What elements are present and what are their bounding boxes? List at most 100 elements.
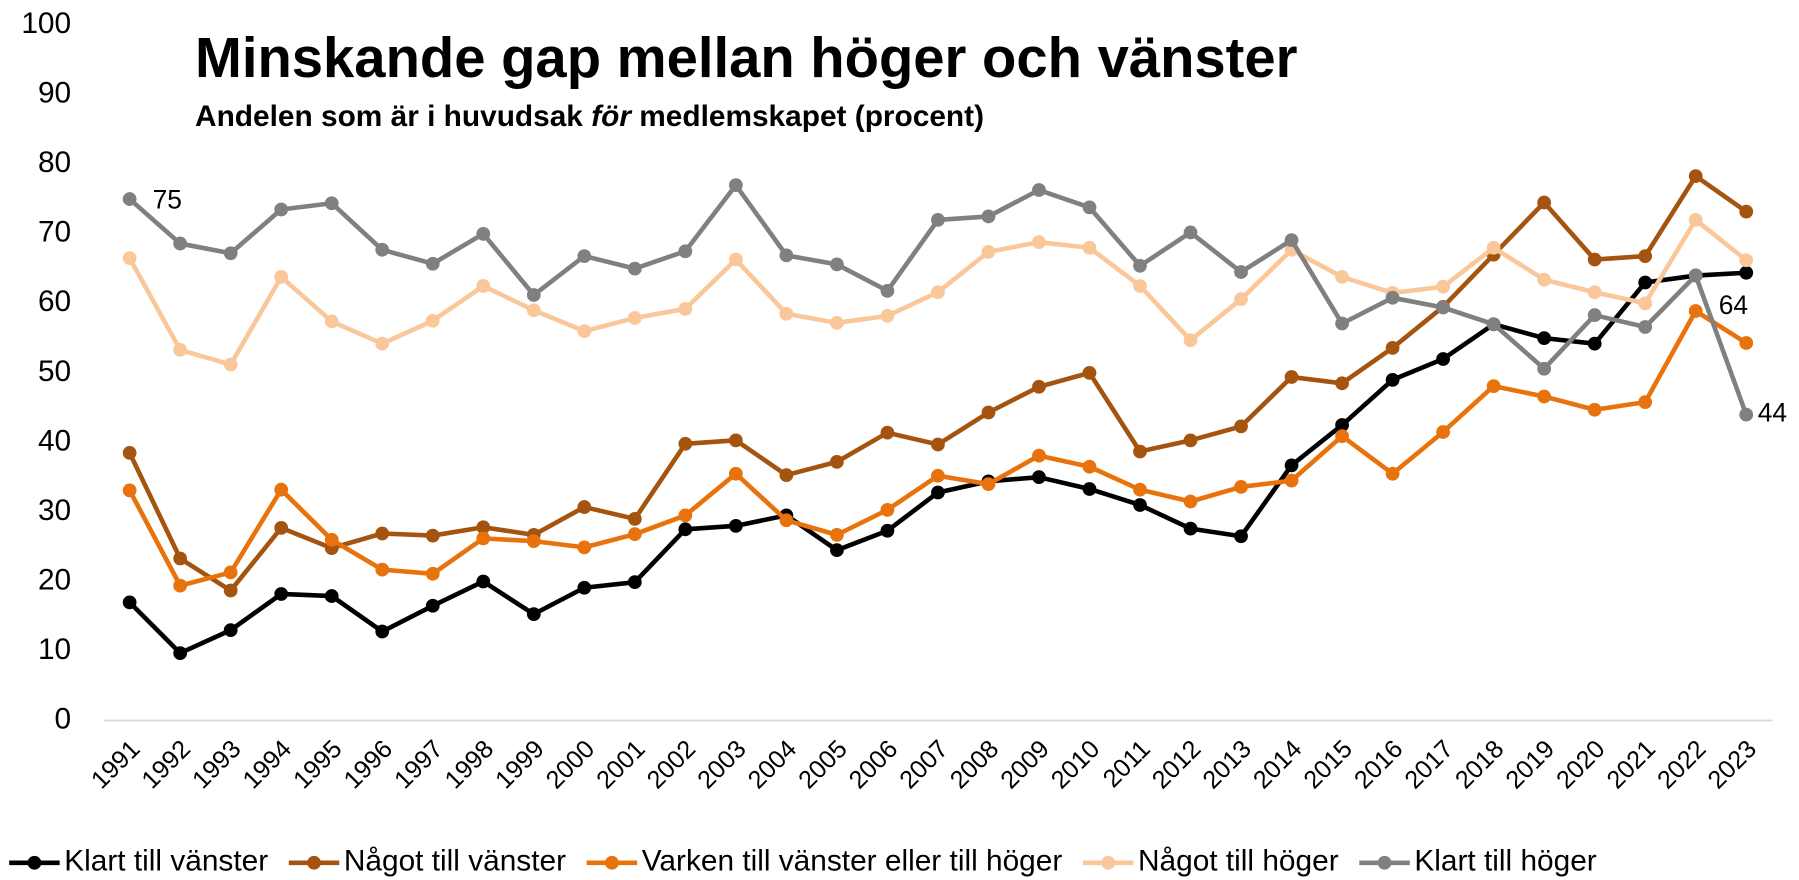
data-point — [1739, 336, 1754, 350]
data-point — [1638, 320, 1653, 334]
legend-marker — [605, 855, 619, 870]
data-point — [627, 311, 642, 325]
x-tick-label: 2021 — [1602, 735, 1661, 794]
x-tick-label: 2003 — [692, 735, 751, 794]
data-point — [425, 256, 440, 271]
subtitle-emphasis: för — [591, 100, 632, 133]
x-tick-label: 2019 — [1500, 735, 1559, 794]
x-tick-label: 1999 — [490, 735, 549, 794]
data-point — [1537, 361, 1552, 376]
data-point — [1587, 308, 1602, 323]
legend-label: Klart till vänster — [64, 845, 268, 878]
legend-item: Varken till vänster eller till höger — [586, 845, 1062, 878]
data-point — [880, 283, 895, 298]
data-point — [425, 313, 440, 328]
x-tick-label: 2020 — [1551, 735, 1610, 794]
data-point — [1032, 448, 1046, 463]
data-point — [678, 244, 693, 259]
legend-item: Klart till höger — [1359, 845, 1597, 878]
data-point — [1032, 470, 1046, 485]
x-tick-label: 1992 — [137, 735, 196, 794]
data-point — [1234, 292, 1248, 307]
data-point — [1335, 429, 1349, 444]
data-point — [1436, 425, 1450, 439]
x-tick-label: 2018 — [1450, 735, 1509, 794]
data-point — [627, 575, 642, 590]
data-point — [1234, 265, 1248, 279]
data-point — [122, 595, 137, 610]
data-point — [981, 405, 996, 420]
data-point — [779, 513, 794, 528]
y-tick-label: 50 — [38, 355, 71, 388]
data-point — [1486, 240, 1501, 255]
data-point — [274, 202, 289, 217]
data-point — [1133, 482, 1147, 497]
data-point — [880, 425, 895, 440]
data-point — [1183, 433, 1198, 448]
x-tick-label: 1991 — [86, 735, 145, 794]
data-point — [830, 543, 844, 558]
data-point — [122, 483, 137, 498]
data-point — [375, 526, 390, 541]
data-point — [1284, 473, 1299, 488]
data-point — [526, 607, 541, 622]
chart-title: Minskande gap mellan höger och vänster — [195, 26, 1298, 89]
x-tick-label: 2005 — [793, 735, 852, 794]
data-point — [173, 578, 188, 593]
data-point — [1133, 444, 1147, 459]
y-tick-label: 100 — [21, 7, 71, 40]
data-point — [274, 521, 289, 535]
legend-label: Något till vänster — [344, 845, 566, 878]
data-point — [728, 178, 743, 193]
x-tick-label: 2023 — [1703, 735, 1762, 794]
data-point — [223, 565, 238, 580]
data-point — [324, 196, 339, 211]
data-point — [779, 248, 794, 263]
x-tick-label: 2022 — [1652, 735, 1711, 794]
x-tick-label: 1996 — [339, 735, 398, 794]
data-point — [981, 477, 996, 492]
x-tick-label: 2012 — [1147, 735, 1206, 794]
data-point — [981, 209, 996, 224]
data-point — [779, 306, 794, 321]
data-point — [678, 522, 693, 537]
data-point — [577, 580, 592, 595]
data-point — [1082, 459, 1097, 474]
data-point — [1183, 521, 1198, 536]
data-point — [1638, 296, 1653, 311]
data-point — [728, 433, 743, 448]
x-tick-label: 2007 — [894, 735, 953, 794]
data-point — [1335, 316, 1349, 331]
data-point — [1587, 402, 1602, 417]
data-point — [1688, 304, 1703, 318]
data-point — [1082, 200, 1097, 215]
data-point — [981, 245, 996, 259]
data-point — [1183, 494, 1198, 509]
x-tick-label: 2004 — [743, 735, 802, 794]
data-point — [1638, 395, 1653, 409]
y-tick-label: 20 — [38, 563, 71, 596]
data-point — [526, 534, 541, 549]
data-point — [830, 257, 844, 272]
data-point — [830, 454, 844, 469]
legend-item: Klart till vänster — [9, 845, 268, 878]
data-point — [1032, 379, 1046, 394]
data-point — [779, 468, 794, 482]
legend-marker — [1377, 855, 1392, 870]
data-point — [1133, 279, 1147, 293]
data-point — [577, 500, 592, 514]
data-point — [122, 251, 137, 266]
legend-marker — [27, 855, 42, 870]
legend-label: Något till höger — [1138, 845, 1339, 878]
data-point — [1436, 352, 1450, 366]
legend-item: Något till höger — [1082, 845, 1339, 878]
data-label: 75 — [153, 184, 182, 214]
x-tick-label: 2016 — [1349, 735, 1408, 794]
data-point — [324, 589, 339, 603]
y-tick-label: 40 — [38, 424, 71, 457]
data-point — [1335, 270, 1349, 284]
data-point — [1537, 389, 1552, 404]
data-point — [1032, 183, 1046, 197]
data-point — [1739, 253, 1754, 268]
